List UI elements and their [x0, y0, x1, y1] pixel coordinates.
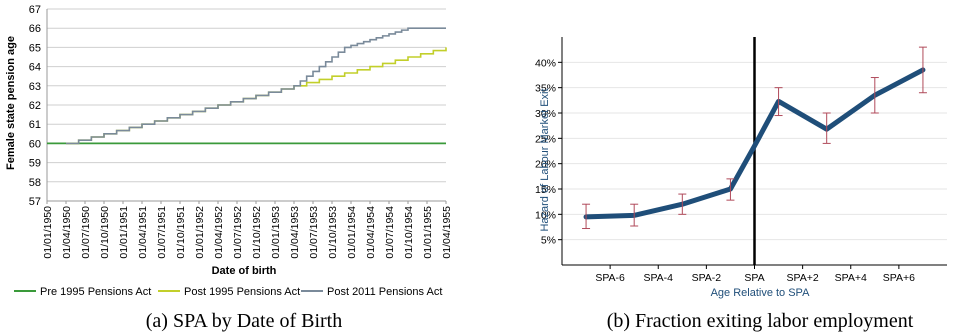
a-y-tick-label: 65: [29, 42, 41, 54]
b-y-tick-label: 15%: [535, 184, 556, 196]
a-x-tick-label: 01/10/1951: [175, 206, 187, 259]
b-x-tick-label: SPA+6: [883, 272, 915, 284]
a-x-tick-label: 01/07/1951: [156, 206, 168, 259]
b-x-tick-label: SPA-2: [692, 272, 722, 284]
b-x-tick-label: SPA: [744, 272, 764, 284]
a-y-tick-label: 63: [29, 81, 41, 93]
b-x-tick-label: SPA+2: [787, 272, 819, 284]
a-x-tick-label: 01/10/1953: [327, 206, 339, 259]
b-x-axis-label: Age Relative to SPA: [711, 287, 811, 299]
a-x-tick-label: 01/10/1952: [251, 206, 263, 259]
a-y-tick-label: 58: [29, 177, 41, 189]
b-y-axis-label: Hazard of Labour Market Exit: [539, 88, 551, 231]
a-legend-label: Post 1995 Pensions Act: [184, 286, 300, 298]
a-x-tick-label: 01/04/1953: [289, 206, 301, 259]
b-y-tick-label: 5%: [541, 235, 556, 247]
a-y-tick-label: 59: [29, 158, 41, 170]
b-series: [583, 67, 926, 220]
b-y-tick-labels: 5% 10% 15% 20% 25% 30% 35% 40%: [535, 57, 562, 247]
a-x-tick-label: 01/07/1950: [80, 206, 92, 259]
b-error-bars: [582, 46, 927, 230]
b-x-tick-label: SPA-4: [643, 272, 673, 284]
a-legend-label: Pre 1995 Pensions Act: [40, 286, 151, 298]
a-x-tick-label: 01/04/1952: [213, 206, 225, 259]
caption-a: (a) SPA by Date of Birth: [146, 310, 342, 332]
a-gridlines: [46, 8, 446, 202]
a-y-tick-label: 62: [29, 100, 41, 112]
a-legend: Pre 1995 Pensions Act Post 1995 Pensions …: [14, 286, 442, 298]
a-y-axis-label: Female state pension age: [5, 36, 17, 170]
a-y-tick-label: 57: [29, 196, 41, 208]
a-x-tick-label: 01/07/1953: [308, 206, 320, 259]
a-series: [47, 27, 447, 145]
b-x-tick-label: SPA+4: [835, 272, 867, 284]
a-legend-label: Post 2011 Pensions Act: [327, 286, 442, 298]
a-y-tick-label: 64: [29, 62, 41, 74]
caption-b: (b) Fraction exiting labor employment: [607, 310, 914, 332]
b-series-line: [583, 67, 926, 220]
chart-a: 57 58 59 60 61 62 63 64 65 66 67 01/01/1950 01/04/1…: [5, 4, 453, 298]
a-x-tick-label: 01/10/1954: [403, 206, 415, 259]
b-y-tick-label: 20%: [535, 159, 556, 171]
a-x-tick-label: 01/01/1954: [346, 206, 358, 259]
a-x-tick-label: 01/04/1951: [137, 206, 149, 259]
b-y-tick-label: 40%: [535, 57, 556, 69]
a-x-tick-label: 01/04/1955: [441, 206, 453, 259]
a-series-post-2011: [66, 27, 446, 145]
a-x-tick-label: 01/01/1952: [194, 206, 206, 259]
a-x-tick-label: 01/01/1950: [42, 206, 54, 259]
a-y-tick-label: 66: [29, 23, 41, 35]
a-x-tick-label: 01/04/1950: [61, 206, 73, 259]
a-x-tick-label: 01/07/1952: [232, 206, 244, 259]
a-y-tick-label: 67: [29, 4, 41, 16]
a-x-tick-label: 01/01/1951: [118, 206, 130, 259]
a-y-tick-label: 60: [29, 138, 41, 150]
b-y-tick-label: 10%: [535, 209, 556, 221]
b-y-tick-label: 35%: [535, 83, 556, 95]
chart-b: 5%10%15%20%25%30%35%40% SPA-6 SPA-4 SPA-2 S…: [535, 37, 947, 299]
a-x-tick-label: 01/01/1955: [422, 206, 434, 259]
a-y-tick-label: 61: [29, 119, 41, 131]
a-x-tick-label: 01/10/1950: [99, 206, 111, 259]
a-x-tick-label: 01/07/1954: [384, 206, 396, 259]
a-x-tick-label: 01/04/1954: [365, 206, 377, 259]
b-x-tick-labels: SPA-6 SPA-4 SPA-2 SPA SPA+2 SPA+4 SPA+6: [595, 265, 915, 284]
a-x-tick-label: 01/01/1953: [270, 206, 282, 259]
b-x-tick-label: SPA-6: [595, 272, 625, 284]
b-y-tick-label: 25%: [535, 133, 556, 145]
a-y-tick-labels: 57 58 59 60 61 62 63 64 65 66 67: [29, 4, 41, 208]
a-x-axis-label: Date of birth: [212, 265, 277, 277]
a-x-tick-labels: 01/01/1950 01/04/1950 01/07/1950 01/10/1950…: [42, 201, 453, 259]
b-y-tick-label: 30%: [535, 108, 556, 120]
